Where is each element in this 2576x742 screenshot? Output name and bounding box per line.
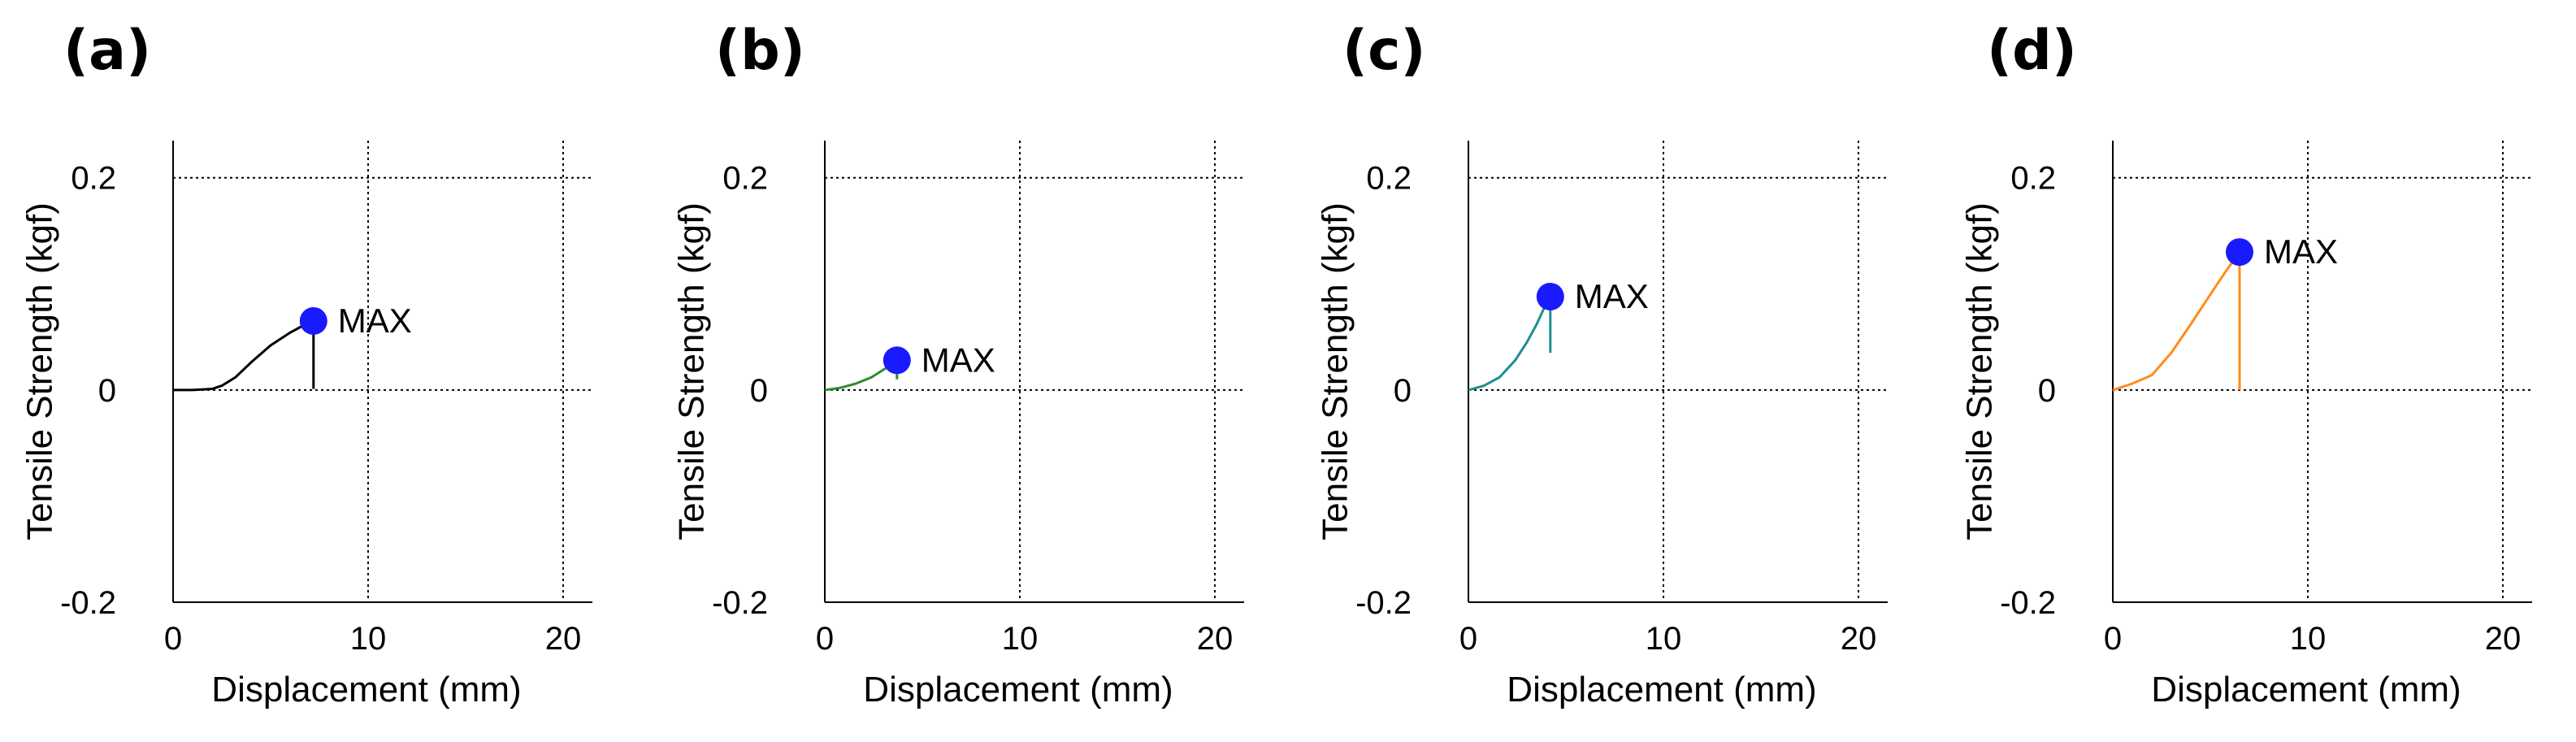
x-axis-title: Displacement (mm): [2151, 670, 2461, 709]
y-tick-label: -0.2: [1355, 585, 1412, 621]
y-axis-title: Tensile Strength (kgf): [671, 202, 711, 540]
chart-panel-4: (d) 0 10 20 -0.2 0 0.2 Displacement (mm) Tensile…: [1959, 19, 2532, 709]
x-tick-label: 20: [1197, 621, 1234, 657]
x-tick-label: 10: [1646, 621, 1682, 657]
y-tick-label: -0.2: [2000, 585, 2056, 621]
max-point-marker: [299, 306, 327, 335]
max-point-label: MAX: [338, 302, 412, 340]
x-tick-label: 10: [2290, 621, 2327, 657]
max-point-label: MAX: [1575, 277, 1649, 315]
y-tick-label: -0.2: [60, 585, 116, 621]
y-tick-label: 0: [1394, 373, 1412, 409]
max-point-marker: [1536, 282, 1564, 310]
x-tick-label: 0: [164, 621, 182, 657]
y-axis-title: Tensile Strength (kgf): [20, 202, 59, 540]
y-axis-title: Tensile Strength (kgf): [1959, 202, 1999, 540]
x-tick-label: 0: [816, 621, 834, 657]
panel-label: (b): [715, 19, 805, 83]
x-axis-title: Displacement (mm): [863, 670, 1173, 709]
x-tick-label: 20: [545, 621, 582, 657]
x-tick-label: 20: [1841, 621, 1877, 657]
panel-label: (d): [1987, 19, 2077, 83]
max-point-label: MAX: [922, 341, 995, 379]
chart-panel-2: (b) 0 10 20 -0.2 0 0.2 Displacement (mm) Tensile…: [671, 19, 1244, 709]
y-tick-label: 0.2: [722, 161, 768, 197]
y-tick-label: 0.2: [1366, 161, 1412, 197]
x-tick-label: 0: [1459, 621, 1477, 657]
y-tick-label: -0.2: [712, 585, 768, 621]
y-tick-label: 0.2: [2010, 161, 2056, 197]
x-axis-title: Displacement (mm): [211, 670, 521, 709]
y-tick-label: 0.2: [71, 161, 116, 197]
max-point-marker: [883, 346, 911, 375]
x-tick-label: 20: [2485, 621, 2522, 657]
y-tick-label: 0: [2038, 373, 2056, 409]
x-tick-label: 10: [350, 621, 387, 657]
y-tick-label: 0: [98, 373, 116, 409]
series-line: [173, 319, 314, 392]
y-tick-label: 0: [750, 373, 768, 409]
series-line: [2112, 251, 2241, 392]
panel-label: (a): [63, 19, 151, 83]
x-tick-label: 10: [1002, 621, 1039, 657]
x-axis-title: Displacement (mm): [1507, 670, 1816, 709]
series-line: [1468, 296, 1552, 392]
max-point-marker: [2226, 238, 2253, 267]
max-point-label: MAX: [2264, 232, 2338, 271]
chart-panel-3: (c) 0 10 20 -0.2 0 0.2 Displacement (mm) Tensile…: [1315, 19, 1888, 709]
chart-panel-1: (a) 0 10 20 -0.2 0 0.2 Displacement (mm) Tensile…: [20, 19, 592, 709]
x-tick-label: 0: [2104, 621, 2122, 657]
panel-label: (c): [1342, 19, 1425, 83]
y-axis-title: Tensile Strength (kgf): [1315, 202, 1355, 540]
